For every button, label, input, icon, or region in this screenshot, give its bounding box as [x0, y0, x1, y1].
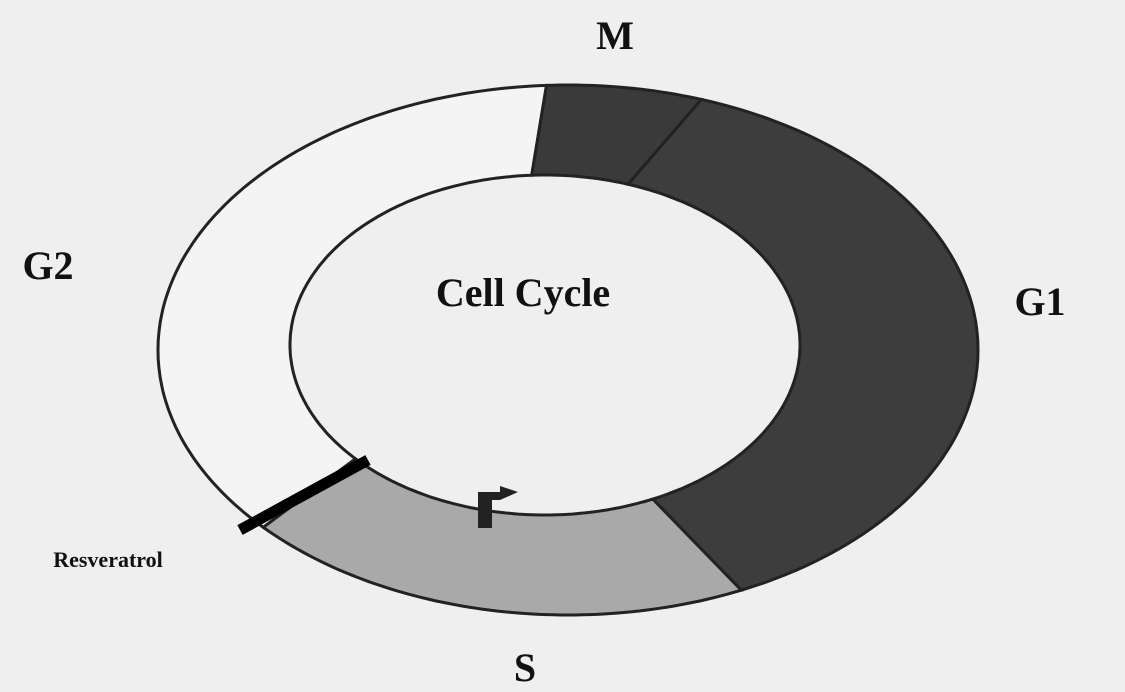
cycle-arrow: [478, 486, 518, 528]
phase-label-g2: G2: [22, 243, 73, 288]
diagram-title: Cell Cycle: [436, 270, 610, 315]
cell-cycle-ring: [156, 83, 980, 617]
phase-label-m: M: [596, 13, 634, 58]
resveratrol-block: [237, 455, 371, 535]
inhibitor-label: Resveratrol: [53, 547, 163, 572]
phase-label-s: S: [514, 645, 536, 690]
s-segment: [260, 456, 745, 617]
phase-label-g1: G1: [1014, 279, 1065, 324]
